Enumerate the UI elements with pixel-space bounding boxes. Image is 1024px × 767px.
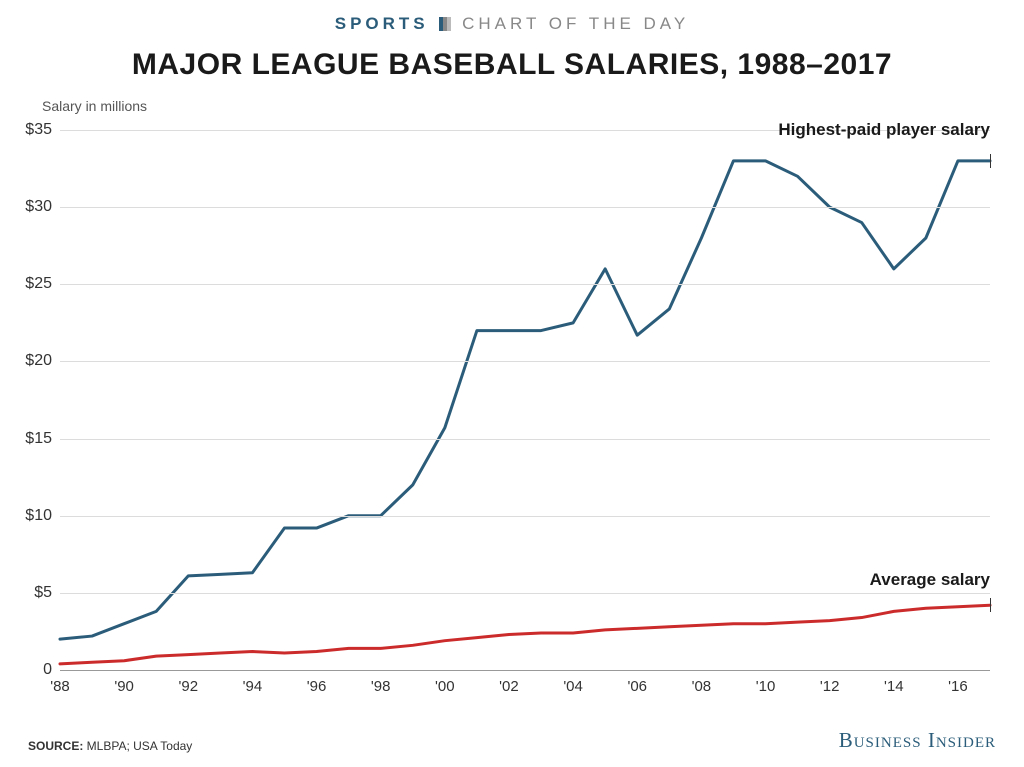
header: SPORTS CHART OF THE DAY bbox=[0, 0, 1024, 34]
chart-svg bbox=[60, 100, 990, 690]
series-line bbox=[60, 605, 990, 664]
header-brand: SPORTS CHART OF THE DAY bbox=[0, 14, 1024, 34]
x-tick-label: '90 bbox=[114, 670, 134, 695]
source-label: SOURCE: bbox=[28, 739, 83, 753]
x-tick-label: '96 bbox=[307, 670, 327, 695]
y-tick-label: $20 bbox=[25, 352, 60, 370]
chart-title: MAJOR LEAGUE BASEBALL SALARIES, 1988–201… bbox=[0, 48, 1024, 82]
x-tick-label: '14 bbox=[884, 670, 904, 695]
gridline bbox=[60, 516, 990, 517]
x-tick-label: '02 bbox=[499, 670, 519, 695]
y-tick-label: $35 bbox=[25, 121, 60, 139]
y-tick-label: $5 bbox=[34, 584, 60, 602]
x-tick-label: '16 bbox=[948, 670, 968, 695]
y-tick-label: $25 bbox=[25, 275, 60, 293]
series-end-tick bbox=[990, 598, 991, 612]
y-tick-label: $10 bbox=[25, 507, 60, 525]
x-tick-label: '12 bbox=[820, 670, 840, 695]
source-line: SOURCE: MLBPA; USA Today bbox=[28, 739, 192, 753]
brand-prefix: SPORTS bbox=[335, 14, 429, 33]
x-tick-label: '88 bbox=[50, 670, 70, 695]
series-end-tick bbox=[990, 154, 991, 168]
y-tick-label: $30 bbox=[25, 198, 60, 216]
x-tick-label: '94 bbox=[243, 670, 263, 695]
x-tick-label: '10 bbox=[756, 670, 776, 695]
footer: SOURCE: MLBPA; USA Today Business Inside… bbox=[28, 728, 996, 753]
brand-bars-icon bbox=[439, 17, 451, 31]
source-text: MLBPA; USA Today bbox=[83, 739, 192, 753]
x-tick-label: '92 bbox=[178, 670, 198, 695]
x-tick-label: '08 bbox=[692, 670, 712, 695]
gridline bbox=[60, 439, 990, 440]
gridline bbox=[60, 284, 990, 285]
gridline bbox=[60, 593, 990, 594]
x-axis-baseline bbox=[60, 670, 990, 671]
series-label: Highest-paid player salary bbox=[778, 120, 990, 140]
series-label: Average salary bbox=[870, 570, 990, 590]
x-tick-label: '98 bbox=[371, 670, 391, 695]
x-tick-label: '00 bbox=[435, 670, 455, 695]
line-chart: Salary in millions 0$5$10$15$20$25$30$35… bbox=[60, 100, 990, 690]
x-tick-label: '04 bbox=[563, 670, 583, 695]
series-line bbox=[60, 161, 990, 639]
publisher-logo: Business Insider bbox=[839, 728, 996, 753]
x-tick-label: '06 bbox=[627, 670, 647, 695]
y-tick-label: $15 bbox=[25, 430, 60, 448]
gridline bbox=[60, 361, 990, 362]
gridline bbox=[60, 207, 990, 208]
brand-suffix: CHART OF THE DAY bbox=[462, 14, 689, 33]
